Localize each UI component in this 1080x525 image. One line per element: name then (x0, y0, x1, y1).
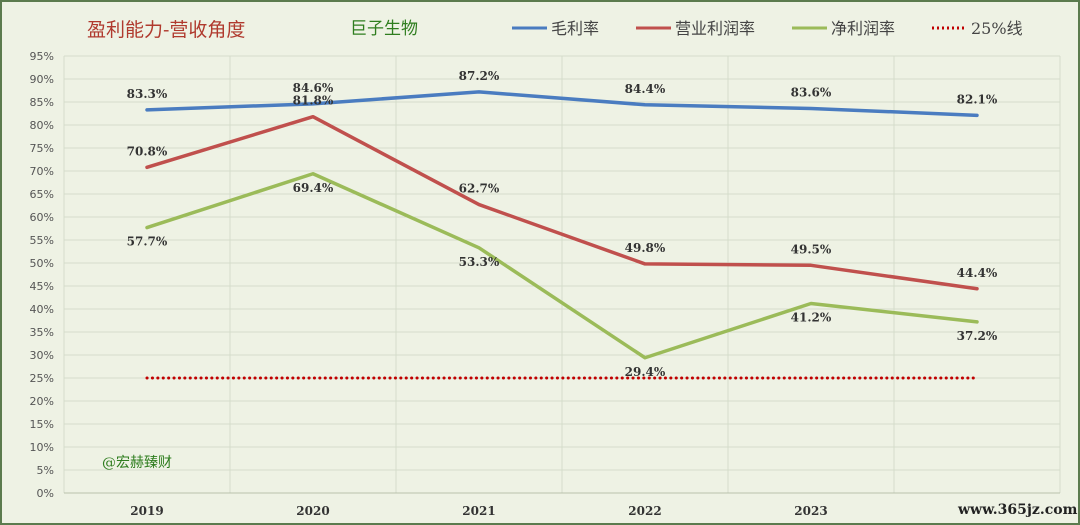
x-tick-label: 2021 (462, 504, 495, 518)
y-tick-label: 15% (30, 418, 54, 431)
y-tick-label: 0% (37, 487, 54, 500)
y-tick-label: 80% (30, 119, 54, 132)
y-tick-label: 20% (30, 395, 54, 408)
legend-item-operating[interactable]: 营业利润率 (636, 19, 755, 38)
data-label-operating: 62.7% (459, 182, 500, 196)
data-label-net: 53.3% (459, 255, 500, 269)
y-tick-label: 35% (30, 326, 54, 339)
y-tick-label: 90% (30, 73, 54, 86)
watermark-text: @宏赫臻财 (102, 455, 172, 471)
y-tick-label: 5% (37, 464, 54, 477)
series-line-operating (145, 114, 979, 291)
legend-item-net[interactable]: 净利润率 (792, 19, 895, 38)
y-tick-label: 40% (30, 303, 54, 316)
x-tick-label: 2023 (794, 504, 827, 518)
y-axis-ticks: 0% 5% 10% 15% 20% 25% 30% 35% 40% 45% 50% 55% 60% 65%… (30, 50, 54, 500)
data-label-net: 69.4% (293, 181, 334, 195)
data-label-operating: 81.8% (293, 94, 334, 108)
series-layer (145, 90, 979, 380)
chart-title: 盈利能力-营收角度 (87, 19, 245, 41)
x-tick-label: 2022 (628, 504, 661, 518)
data-label-gross: 82.1% (957, 92, 998, 106)
legend-item-threshold[interactable]: 25%线 (932, 19, 1023, 38)
data-label-operating: 44.4% (957, 266, 998, 280)
data-label-net: 41.2% (791, 310, 832, 324)
y-tick-label: 95% (30, 50, 54, 63)
data-label-gross: 83.3% (127, 87, 168, 101)
data-label-gross: 87.2% (459, 69, 500, 83)
y-tick-label: 10% (30, 441, 54, 454)
data-label-operating: 70.8% (127, 144, 168, 158)
x-axis-ticks: 2019 2020 2021 2022 2023 (130, 504, 827, 518)
series-line-net (145, 172, 979, 360)
data-label-layer: 83.3% 84.6% 87.2% 84.4% 83.6% 82.1% 70.8% 81.8%… (127, 69, 998, 379)
legend-item-gross[interactable]: 毛利率 (512, 19, 599, 38)
legend-label-operating: 营业利润率 (675, 19, 755, 38)
y-tick-label: 65% (30, 188, 54, 201)
grid-layer (63, 55, 1061, 494)
y-tick-label: 55% (30, 234, 54, 247)
y-tick-label: 30% (30, 349, 54, 362)
legend-label-gross: 毛利率 (551, 19, 599, 38)
series-line-gross (145, 90, 979, 118)
legend: 毛利率 营业利润率 净利润率 25%线 (512, 19, 1023, 38)
x-tick-label: 2020 (296, 504, 329, 518)
x-tick-label: 2019 (130, 504, 163, 518)
data-label-operating: 49.8% (625, 241, 666, 255)
data-label-operating: 49.5% (791, 242, 832, 256)
data-label-gross: 83.6% (791, 85, 832, 99)
data-label-net: 37.2% (957, 329, 998, 343)
y-tick-label: 75% (30, 142, 54, 155)
chart-subtitle: 巨子生物 (350, 19, 418, 39)
data-label-net: 57.7% (127, 235, 168, 249)
legend-label-net: 净利润率 (831, 19, 895, 38)
y-tick-label: 50% (30, 257, 54, 270)
y-tick-label: 60% (30, 211, 54, 224)
site-watermark: www.365jz.com (957, 502, 1078, 518)
y-tick-label: 25% (30, 372, 54, 385)
y-tick-label: 85% (30, 96, 54, 109)
data-label-net: 29.4% (625, 365, 666, 379)
y-tick-label: 45% (30, 280, 54, 293)
legend-label-threshold: 25%线 (971, 19, 1023, 38)
y-tick-label: 70% (30, 165, 54, 178)
data-label-gross: 84.4% (625, 82, 666, 96)
data-label-gross: 84.6% (293, 81, 334, 95)
